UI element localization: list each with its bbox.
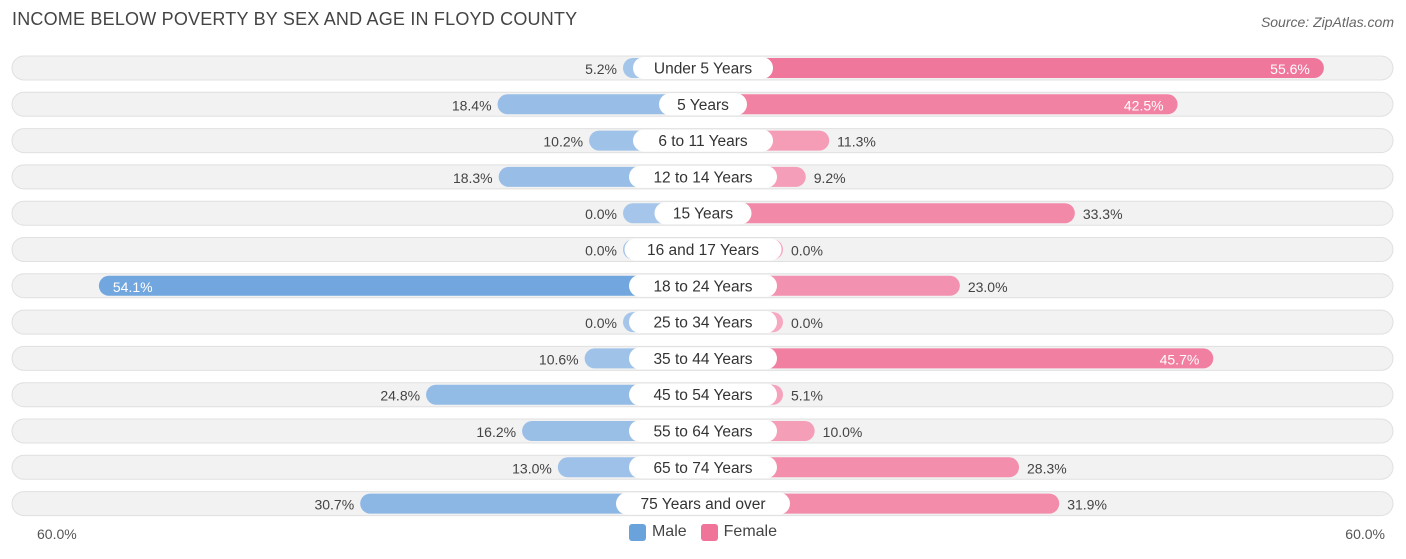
legend: Male Female [0,523,1406,541]
value-label-female: 28.3% [1027,460,1067,476]
axis-label-right: 60.0% [1345,526,1385,542]
axis-label-left: 60.0% [37,526,77,542]
value-label-female: 11.3% [837,134,876,150]
value-label-male: 16.2% [476,424,516,440]
value-label-male: 0.0% [585,243,617,259]
category-label: 16 and 17 Years [647,242,759,259]
source-credit: Source: ZipAtlas.com [1260,14,1394,30]
value-label-female: 23.0% [968,279,1008,295]
legend-swatch-male [628,523,646,541]
chart-title: INCOME BELOW POVERTY BY SEX AND AGE IN F… [12,9,578,29]
category-label-background [629,383,777,406]
category-label-background [633,129,773,152]
category-label: 18 to 24 Years [653,278,752,295]
bar-female [703,457,1020,478]
value-label-male: 0.0% [585,206,617,222]
category-label-background [629,165,777,188]
category-label: 6 to 11 Years [658,133,748,150]
value-label-male: 54.1% [113,279,153,295]
bar-female [703,348,1214,369]
category-label: 65 to 74 Years [653,460,752,477]
legend-swatch-female [700,523,718,541]
value-label-male: 5.2% [585,61,617,77]
bar-male [98,275,704,296]
category-label-background [633,57,773,79]
value-label-female: 5.1% [791,388,823,404]
category-label: 75 Years and over [641,496,766,513]
value-label-female: 10.0% [823,424,863,440]
category-label: 45 to 54 Years [653,387,752,404]
value-label-female: 42.5% [1124,97,1164,113]
category-label: 35 to 44 Years [653,351,752,368]
category-label-background [629,456,777,479]
bar-female [703,58,1324,78]
legend-item-female: Female [700,523,778,541]
value-label-female: 55.6% [1270,61,1310,77]
category-label: 12 to 14 Years [653,169,752,186]
value-label-male: 10.2% [543,134,583,150]
category-label-background [629,420,777,442]
value-label-male: 13.0% [512,460,552,476]
value-label-male: 0.0% [585,315,617,331]
value-label-female: 33.3% [1083,206,1123,222]
legend-label-male: Male [651,523,687,540]
value-label-male: 10.6% [539,351,579,367]
bar-female [703,203,1075,224]
category-label-background [616,492,790,515]
value-label-female: 0.0% [791,315,823,331]
category-label: 15 Years [673,206,734,223]
value-label-male: 18.4% [452,97,492,113]
category-label-background [629,347,777,370]
value-label-female: 45.7% [1160,351,1200,367]
value-label-male: 24.8% [380,388,420,404]
value-label-male: 30.7% [314,497,354,513]
category-label: 25 to 34 Years [653,315,752,332]
category-label-background [624,238,782,261]
category-label-background [654,202,752,225]
category-label: Under 5 Years [654,61,752,78]
category-label-background [629,274,777,297]
category-label-background [629,311,777,334]
bar-female [703,493,1060,514]
value-label-female: 0.0% [791,243,823,259]
category-label-background [659,93,747,116]
bar-female [703,94,1178,115]
category-label: 55 to 64 Years [653,424,752,441]
legend-label-female: Female [723,523,778,540]
legend-item-male: Male [628,523,687,541]
bar-male [497,94,703,115]
value-label-female: 9.2% [814,170,846,186]
category-label: 5 Years [677,97,729,114]
chart-area: 5.2% 55.6% Under 5 Years 18.4% 42.5% 5 Years 1… [11,55,1394,517]
value-label-female: 31.9% [1067,497,1107,513]
value-label-male: 18.3% [453,170,493,186]
